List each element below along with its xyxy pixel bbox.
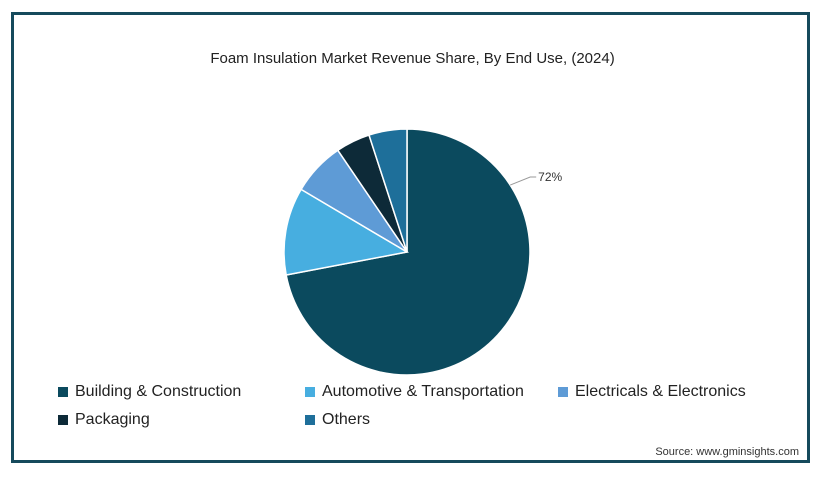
legend-item-electricals-electronics: Electricals & Electronics: [558, 383, 746, 401]
legend-swatch: [58, 387, 68, 397]
legend-swatch: [305, 387, 315, 397]
leader-line: [509, 176, 537, 186]
chart-title: Foam Insulation Market Revenue Share, By…: [210, 50, 615, 67]
pie-slice-others: [368, 128, 408, 253]
legend-swatch: [58, 415, 68, 425]
legend-swatch: [558, 387, 568, 397]
legend-label: Packaging: [75, 411, 150, 428]
legend-item-automotive-transportation: Automotive & Transportation: [305, 383, 524, 401]
legend-label: Others: [322, 411, 371, 428]
source-note: Source: www.gminsights.com: [655, 446, 799, 458]
legend-item-others: Others: [305, 411, 370, 429]
pie-slices: [283, 128, 531, 376]
pie-labels: 72%: [509, 170, 563, 186]
legend-label: Building & Construction: [75, 383, 242, 400]
legend-label: Electricals & Electronics: [575, 383, 746, 400]
legend-label: Automotive & Transportation: [322, 383, 524, 400]
legend-item-building-construction: Building & Construction: [58, 383, 241, 401]
legend-item-packaging: Packaging: [58, 411, 150, 429]
pie-slice-automotive-transportation: [283, 188, 410, 276]
slice-label: 72%: [538, 170, 562, 184]
legend-swatch: [305, 415, 315, 425]
